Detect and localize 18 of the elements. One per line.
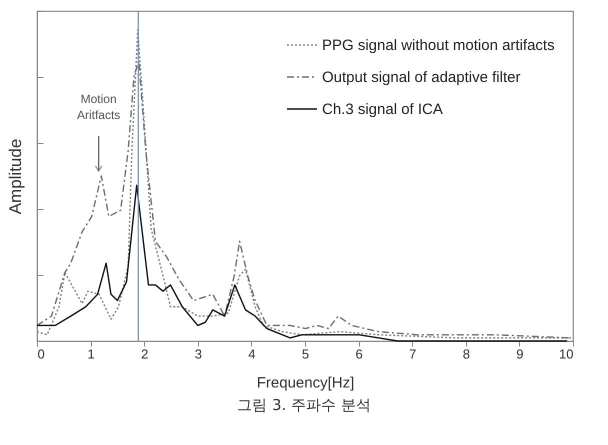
x-tick-label: 8 xyxy=(462,346,470,362)
legend-label: Ch.3 signal of ICA xyxy=(322,101,443,118)
x-axis-title: Frequency[Hz] xyxy=(256,374,354,392)
x-tick-label: 4 xyxy=(248,346,256,362)
y-axis-title: Amplitude xyxy=(6,138,25,214)
x-tick-label: 5 xyxy=(302,346,310,362)
legend-label: Output signal of adaptive filter xyxy=(322,69,520,86)
x-tick-label: 3 xyxy=(194,346,202,362)
x-tick-label: 9 xyxy=(516,346,524,362)
caption: 그림 3. 주파수 분석 xyxy=(236,396,372,415)
x-tick-label: 6 xyxy=(355,346,363,362)
x-tick-label: 1 xyxy=(87,346,95,362)
x-tick-label: 0 xyxy=(38,346,45,362)
x-tick-label: 2 xyxy=(141,346,148,362)
x-tick-label: 10 xyxy=(559,346,574,362)
x-tick-label: 7 xyxy=(409,346,416,362)
annotation: Motion Aritfacts xyxy=(76,92,120,122)
legend-label: PPG signal without motion artifacts xyxy=(322,37,555,54)
